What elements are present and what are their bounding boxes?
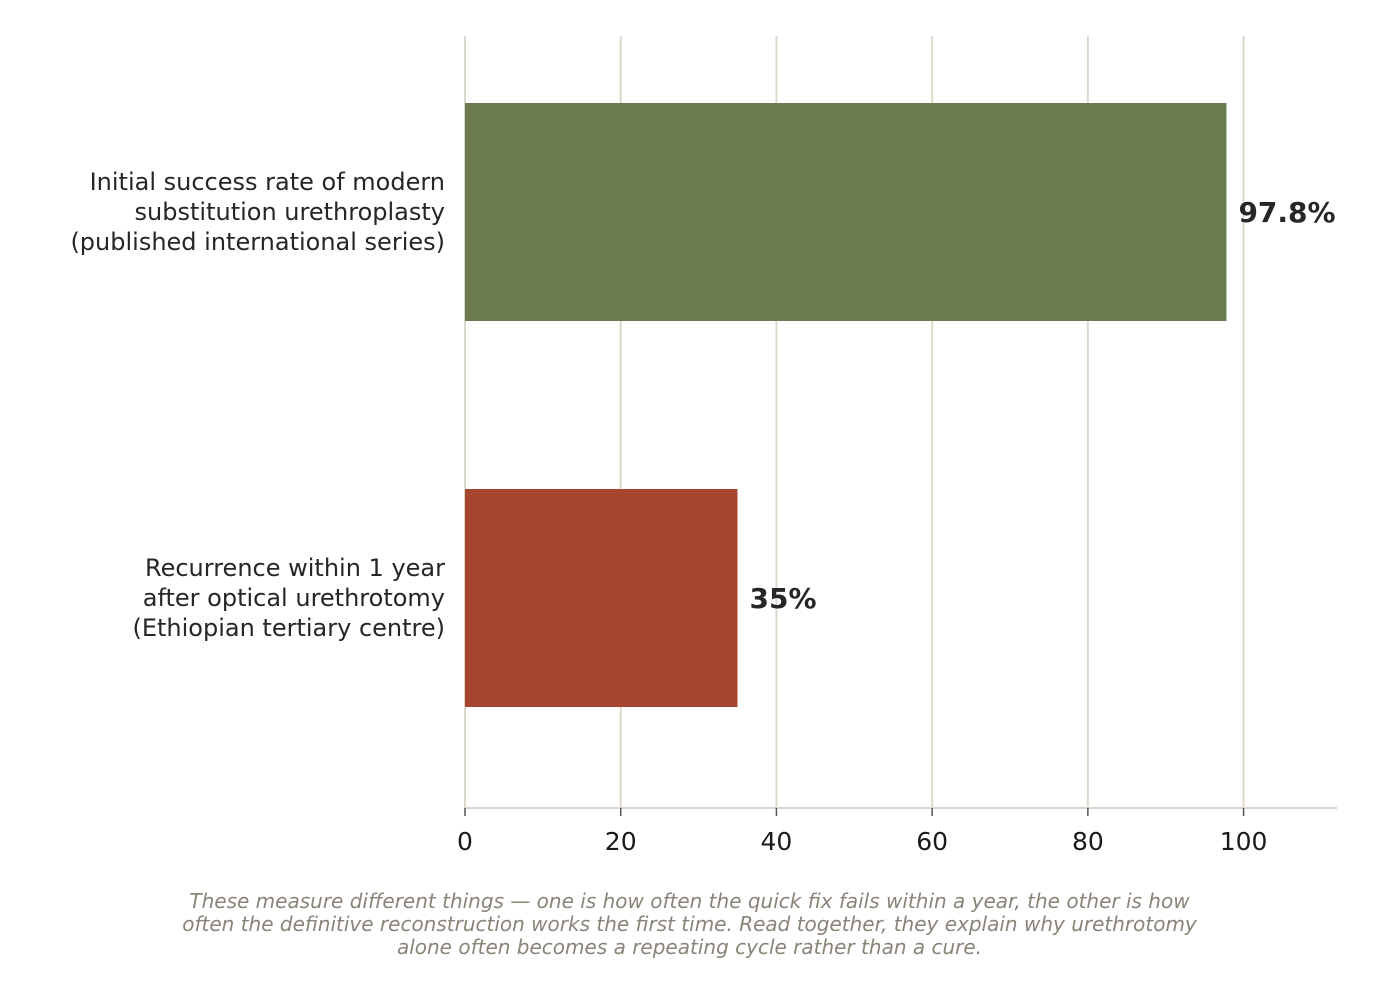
caption-line: alone often becomes a repeating cycle ra… [396,935,983,959]
category-label: Recurrence within 1 year after optical ur… [132,554,445,642]
chart-caption: These measure different things — one is … [40,890,1339,959]
x-tick-label: 80 [1072,827,1104,856]
category-label: Initial success rate of modern substituti… [70,168,445,256]
category-label-line: (Ethiopian tertiary centre) [132,614,445,642]
x-tick-label: 0 [457,827,473,856]
category-label-line: Recurrence within 1 year [145,554,445,582]
caption-line: These measure different things — one is … [189,889,1190,913]
bar [465,103,1227,321]
category-label-line: (published international series) [70,228,445,256]
x-tick-label: 60 [916,827,948,856]
x-tick-label: 40 [761,827,793,856]
x-tick-label: 100 [1220,827,1268,856]
category-label-line: after optical urethrotomy [143,584,445,612]
category-label-line: substitution urethroplasty [135,198,445,226]
bar [465,489,738,707]
bar-value-label: 97.8% [1238,196,1335,229]
category-label-line: Initial success rate of modern [90,168,445,196]
x-tick-label: 20 [605,827,637,856]
caption-line: often the definitive reconstruction work… [182,912,1197,936]
bar-value-label: 35% [750,582,817,615]
